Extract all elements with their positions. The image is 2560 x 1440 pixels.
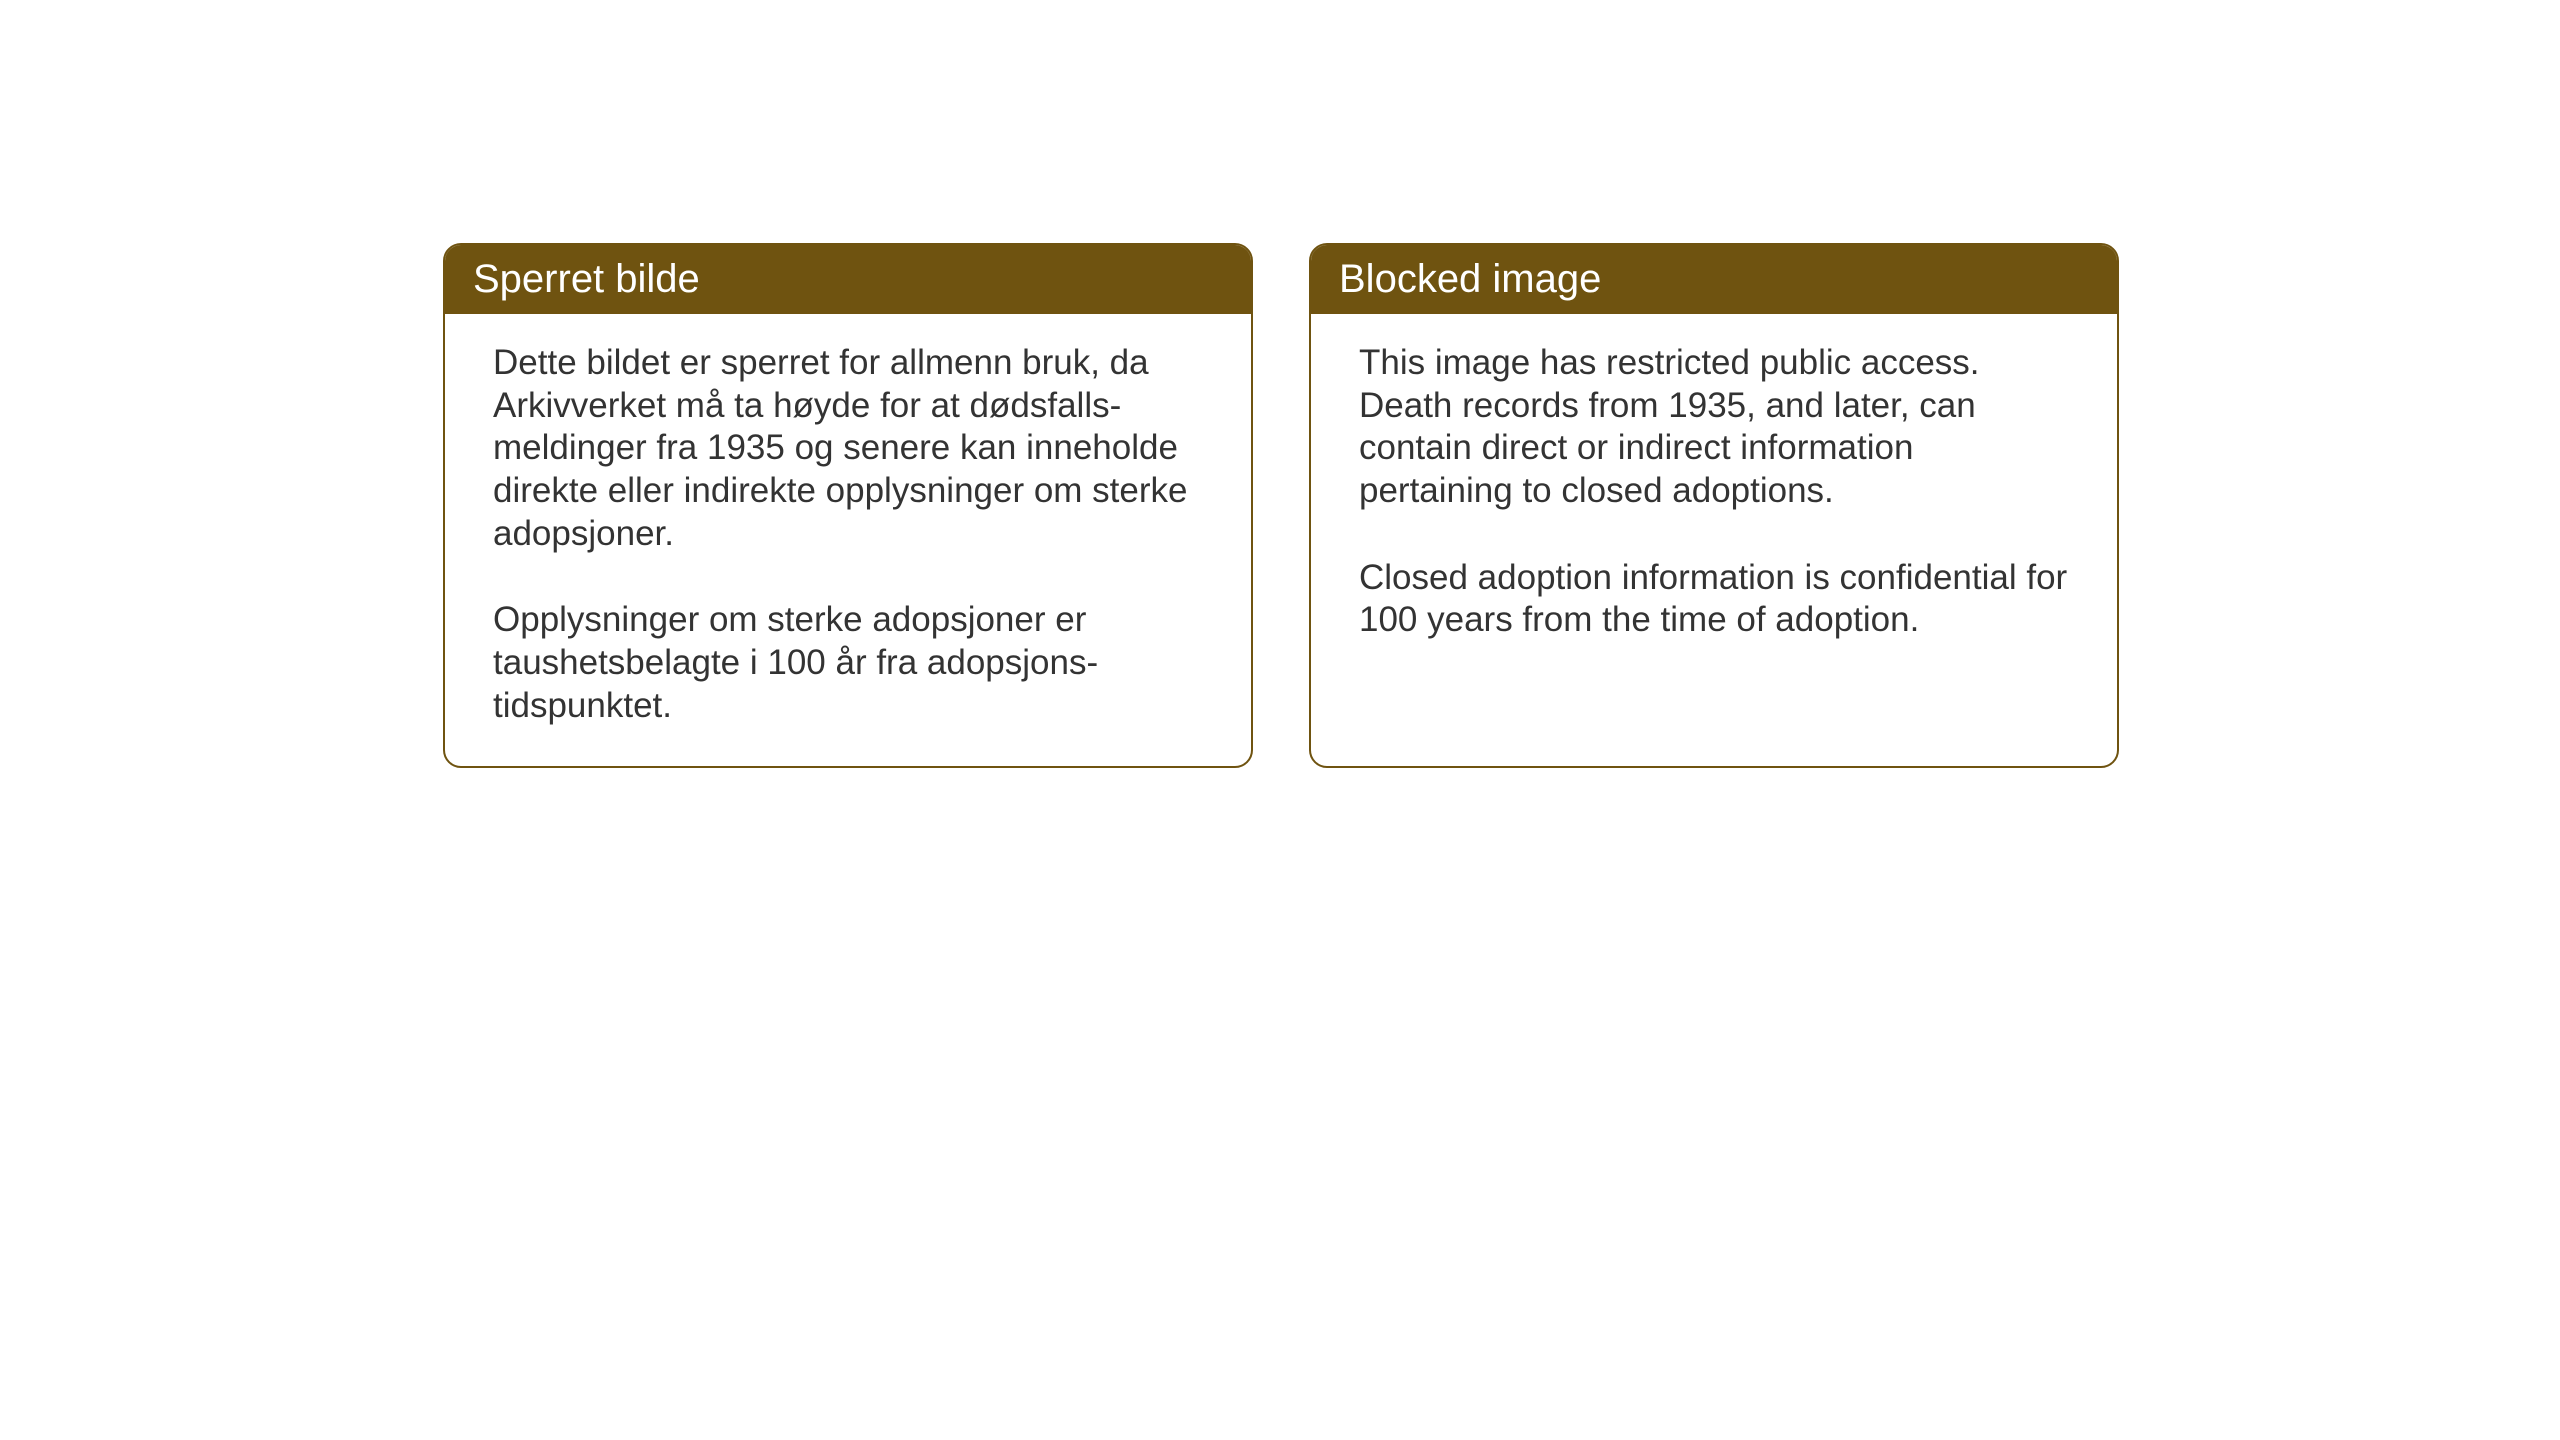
notice-title-norwegian: Sperret bilde [473,257,700,301]
notice-paragraph-2-norwegian: Opplysninger om sterke adopsjoner er tau… [493,599,1203,727]
notice-card-norwegian: Sperret bilde Dette bildet er sperret fo… [443,243,1253,768]
notice-paragraph-1-norwegian: Dette bildet er sperret for allmenn bruk… [493,342,1203,555]
notice-title-english: Blocked image [1339,257,1601,301]
notice-card-english: Blocked image This image has restricted … [1309,243,2119,768]
notice-card-body: This image has restricted public access.… [1311,314,2117,714]
notice-paragraph-2-english: Closed adoption information is confident… [1359,557,2069,642]
notice-card-header: Blocked image [1311,245,2117,314]
notice-paragraph-1-english: This image has restricted public access.… [1359,342,2069,513]
notice-card-header: Sperret bilde [445,245,1251,314]
notice-card-body: Dette bildet er sperret for allmenn bruk… [445,314,1251,766]
notice-container: Sperret bilde Dette bildet er sperret fo… [443,243,2119,768]
